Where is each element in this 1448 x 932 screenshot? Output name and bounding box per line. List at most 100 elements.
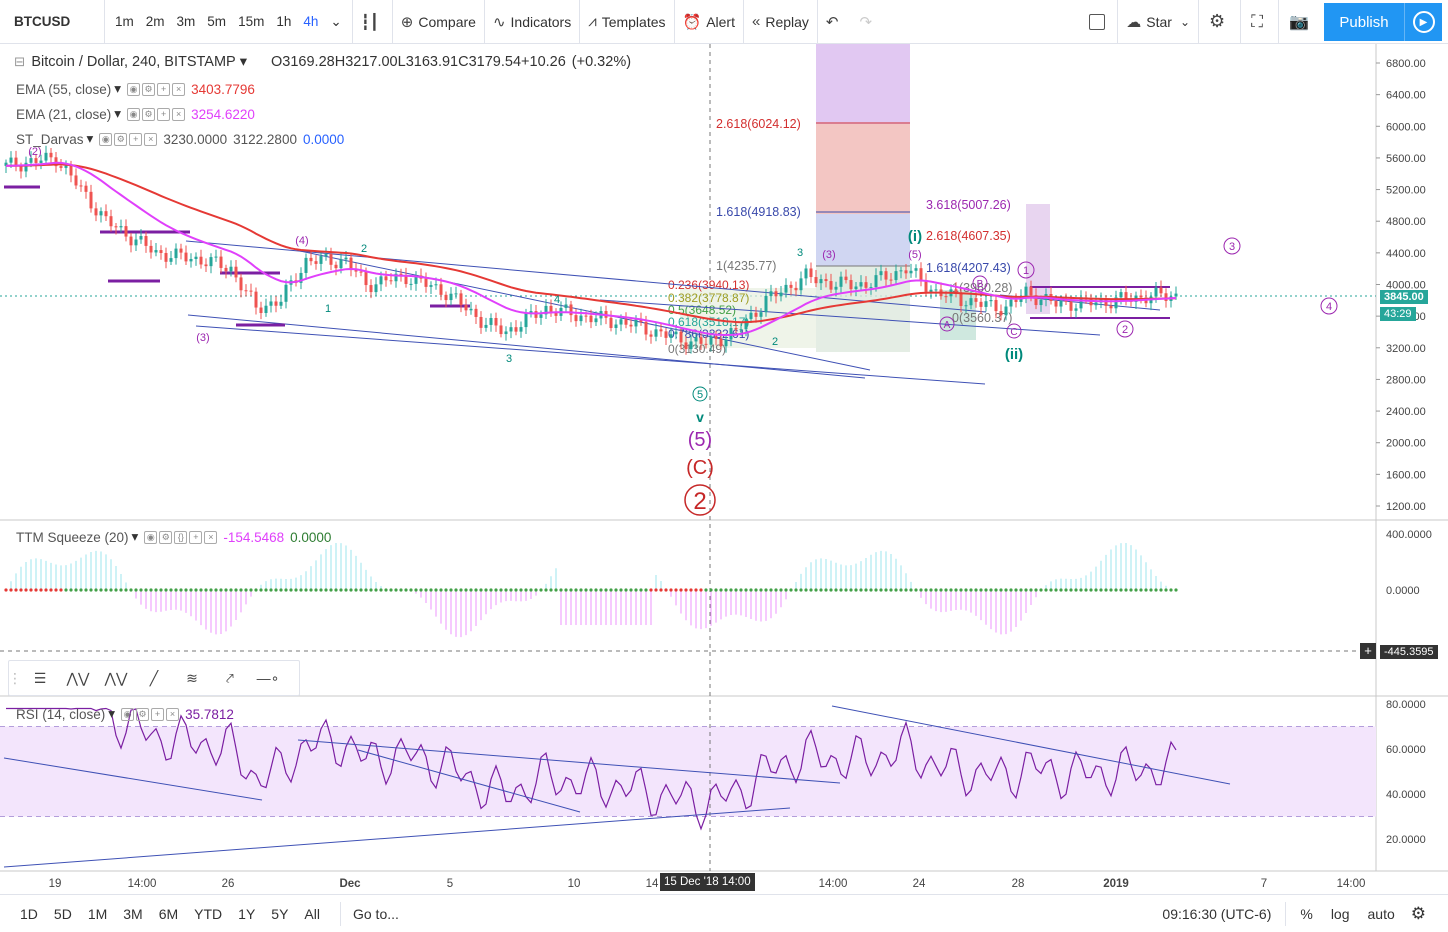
- legend-buttons[interactable]: ◉ ⚙ + ×: [127, 107, 186, 121]
- darvas-legend[interactable]: ST_Darvas ▾ ◉ ⚙ + × 3230.0000 3122.2800 0.00…: [16, 131, 344, 147]
- chevron-down-icon[interactable]: ▾: [239, 54, 248, 70]
- timeframe-15m[interactable]: 15m: [238, 14, 265, 29]
- chevron-down-icon: ⌄: [1179, 14, 1191, 29]
- ttm-legend[interactable]: TTM Squeeze (20) ▾ ◉ ⚙{} + × -154.5468 0.000…: [16, 529, 331, 545]
- range-5y[interactable]: 5Y: [271, 905, 289, 922]
- candle-body: [409, 283, 413, 285]
- publish-menu-button[interactable]: ▶: [1404, 3, 1442, 41]
- fib-label: 1(3960.28): [952, 281, 1012, 295]
- symbol-search[interactable]: BTCUSD: [14, 14, 71, 29]
- undo-button[interactable]: ↶: [818, 0, 852, 44]
- range-1y[interactable]: 1Y: [238, 905, 256, 922]
- ttm-dot: [984, 588, 988, 592]
- fullscreen-icon: ⛶: [1251, 11, 1264, 31]
- ttm-dot: [629, 588, 633, 592]
- timeframe-1m[interactable]: 1m: [115, 14, 134, 29]
- wave-label: 2: [772, 336, 778, 348]
- range-1d[interactable]: 1D: [20, 905, 38, 922]
- ttm-dot: [1044, 588, 1048, 592]
- path-icon[interactable]: ⤤: [226, 669, 234, 686]
- alarm-clock-icon: ⏰: [682, 13, 702, 31]
- elliott-impulse-icon[interactable]: ⋀⋁: [66, 669, 90, 686]
- candle-body: [504, 331, 508, 335]
- fib-zone-red: [816, 124, 910, 214]
- fullscreen-button[interactable]: ⛶: [1241, 0, 1278, 44]
- candle-body: [904, 270, 908, 274]
- candle-body: [889, 279, 893, 281]
- candle-body: [739, 329, 743, 331]
- snapshot-button[interactable]: 📷: [1279, 0, 1324, 44]
- ttm-dot: [1104, 588, 1108, 592]
- goto-button[interactable]: Go to...: [352, 905, 399, 922]
- ttm-dot: [1144, 588, 1148, 592]
- percent-toggle[interactable]: %: [1300, 905, 1313, 922]
- ttm-dot: [614, 588, 618, 592]
- range-6m[interactable]: 6M: [158, 905, 179, 922]
- range-3m[interactable]: 3M: [123, 905, 143, 922]
- channel-icon[interactable]: ≋: [186, 669, 198, 686]
- range-5d[interactable]: 5D: [53, 905, 72, 922]
- candle-body: [159, 250, 163, 253]
- timeframe-1h[interactable]: 1h: [276, 14, 292, 29]
- drawing-toolbar: ⋮ ☰ ⋀⋁ ⋀⋁ ╱ ≋ ⤤ —∘: [8, 660, 300, 696]
- ttm-dot: [1009, 588, 1013, 592]
- range-1m[interactable]: 1M: [87, 905, 108, 922]
- ema55-legend[interactable]: EMA (55, close) ▾ ◉ ⚙ + × 3403.7796: [16, 81, 255, 97]
- ttm-dot: [914, 588, 918, 592]
- time-tick-label: 24: [913, 878, 926, 890]
- add-icon[interactable]: +: [1360, 643, 1376, 659]
- drag-handle-icon[interactable]: ⋮: [8, 669, 22, 686]
- elliott-correction-icon[interactable]: ⋀⋁: [104, 669, 128, 686]
- chart-type-button[interactable]: ┇┃: [353, 0, 392, 44]
- layout-checkbox[interactable]: [1077, 0, 1117, 44]
- legend-buttons[interactable]: ◉ ⚙ + ×: [121, 707, 180, 721]
- ttm-dot: [689, 588, 693, 592]
- timeframe-3m[interactable]: 3m: [176, 14, 196, 29]
- log-toggle[interactable]: log: [1330, 905, 1350, 922]
- ttm-dot: [494, 588, 498, 592]
- chart-canvas[interactable]: 6800.00 6400.00 6000.00 5600.00 5200.00 4800.…: [0, 44, 1448, 894]
- legend-buttons[interactable]: ◉ ⚙ + ×: [127, 82, 186, 96]
- ema21-legend[interactable]: EMA (21, close) ▾ ◉ ⚙ + × 3254.6220: [16, 106, 255, 122]
- auto-toggle[interactable]: auto: [1367, 905, 1395, 922]
- compare-button[interactable]: ⊕ Compare: [393, 0, 484, 44]
- series-title[interactable]: Bitcoin / Dollar, 240, BITSTAMP: [31, 54, 236, 70]
- timeframe-4h[interactable]: 4h: [303, 14, 319, 29]
- settings-button[interactable]: ⚙: [1199, 0, 1240, 44]
- alert-button[interactable]: ⏰ Alert: [675, 0, 743, 44]
- legend-buttons[interactable]: ◉ ⚙ + ×: [99, 132, 158, 146]
- gear-icon[interactable]: ⚙: [1410, 903, 1426, 923]
- range-all[interactable]: All: [304, 905, 320, 922]
- legend-buttons[interactable]: ◉ ⚙{} + ×: [144, 530, 218, 544]
- candle-body: [24, 162, 28, 172]
- range-ytd[interactable]: YTD: [194, 905, 223, 922]
- horizontal-ray-icon[interactable]: —∘: [256, 669, 280, 686]
- timeframe-5m[interactable]: 5m: [207, 14, 227, 29]
- publish-button[interactable]: Publish: [1324, 3, 1404, 41]
- replay-button[interactable]: «Replay: [744, 0, 817, 44]
- templates-button[interactable]: ⩘ Templates: [580, 0, 673, 44]
- price-tick-label: 4000.00: [1386, 280, 1426, 292]
- indicators-button[interactable]: ∿ Indicators: [485, 0, 579, 44]
- ttm-dot: [129, 588, 133, 592]
- chevron-down-icon[interactable]: ⌄: [330, 13, 342, 29]
- collapse-icon[interactable]: ⊟: [14, 54, 26, 69]
- clock-label[interactable]: 09:16:30 (UTC-6): [1162, 905, 1272, 922]
- candle-body: [494, 318, 498, 326]
- candle-body: [1159, 287, 1163, 294]
- candle-body: [134, 239, 138, 246]
- candle-body: [819, 279, 823, 284]
- ttm-dot: [454, 588, 458, 592]
- lines-icon[interactable]: ☰: [33, 669, 47, 686]
- trend-line-icon[interactable]: ╱: [149, 669, 159, 686]
- ttm-dot: [684, 588, 688, 592]
- timeframe-2m[interactable]: 2m: [145, 14, 165, 29]
- star-button[interactable]: ☁ Star ⌄: [1118, 0, 1198, 44]
- ttm-dot: [219, 588, 223, 592]
- ttm-dot: [194, 588, 198, 592]
- candle-body: [784, 284, 788, 293]
- candle-body: [924, 280, 928, 292]
- wave-label: 3: [797, 247, 803, 259]
- redo-button[interactable]: ↷: [852, 0, 886, 44]
- rsi-legend[interactable]: RSI (14, close) ▾ ◉ ⚙ + × 35.7812: [16, 706, 234, 722]
